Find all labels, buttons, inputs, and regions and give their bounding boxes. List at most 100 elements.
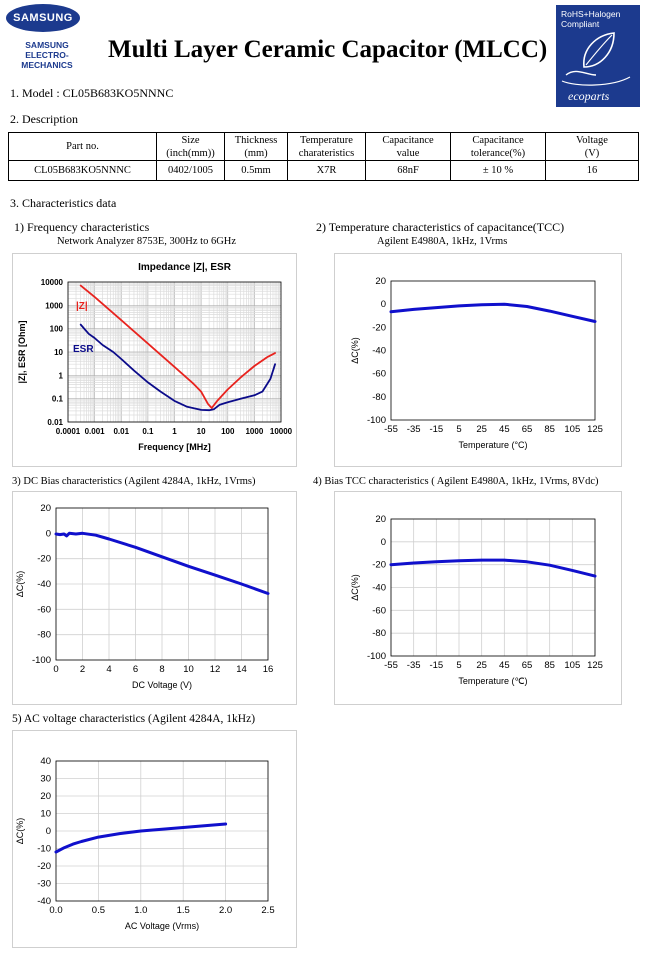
series-line-0: [54, 822, 228, 854]
x-tick-label: 105: [564, 660, 580, 671]
y-tick-label: 0: [381, 537, 386, 548]
description-table: Part no. Size (inch(mm)) Thickness (mm) Te…: [8, 132, 639, 181]
header-cell: Capacitance tolerance(%): [450, 132, 546, 161]
y-tick-label: -100: [367, 415, 386, 426]
x-tick-label: 16: [263, 664, 274, 675]
rohs-badge: RoHS+Halogen Compliant ecoparts: [556, 5, 640, 107]
plot-frame: [67, 281, 282, 423]
y-tick-label: -20: [37, 861, 51, 872]
ac-title: 5) AC voltage characteristics (Agilent 4…: [12, 713, 256, 725]
series-label: |Z|: [76, 301, 88, 312]
x-tick-label: 6: [133, 664, 138, 675]
x-axis-label: Temperature (℃): [458, 676, 527, 686]
y-axis-label: |Z|, ESR [Ohm]: [17, 320, 27, 383]
x-axis-label: AC Voltage (Vrms): [125, 921, 199, 931]
x-tick-label: 85: [544, 660, 555, 671]
impedance-chart: 0.0001 0.001 0.01 0.1 1 10 100 1000 10000 0.01 0.1…: [12, 253, 297, 467]
y-tick-label: -60: [372, 369, 386, 380]
y-tick-label: -80: [372, 628, 386, 639]
y-tick-label: 100: [50, 325, 64, 334]
dcbias-chart: 0 2 4 6 8 10 12 14 16 20 0 -20 -40 -60 -80 -100 DC Volta…: [12, 491, 297, 705]
chart-title: Impedance |Z|, ESR: [138, 262, 232, 273]
x-tick-label: 125: [587, 660, 603, 671]
y-tick-label: 10000: [41, 278, 64, 287]
freq-subtitle: Network Analyzer 8753E, 300Hz to 6GHz: [57, 236, 237, 247]
x-tick-label: 100: [221, 427, 235, 436]
y-tick-label: -60: [37, 604, 51, 615]
y-tick-label: 20: [40, 791, 51, 802]
y-tick-label: -40: [37, 579, 51, 590]
description-value-row: CL05B683KO5NNNC 0402/1005 0.5mm X7R 68nF…: [8, 160, 639, 181]
tcc-title: 2) Temperature characteristics of capaci…: [316, 220, 565, 234]
leaf-icon: [561, 32, 631, 86]
series-line-0: [389, 302, 597, 323]
value-cell: 0.5mm: [224, 160, 288, 181]
value-cell: CL05B683KO5NNNC: [8, 160, 157, 181]
characteristics-heading: 3. Characteristics data: [10, 196, 117, 210]
x-tick-label: 5: [456, 424, 461, 435]
rohs-text: RoHS+Halogen Compliant: [561, 9, 641, 29]
acv-chart: 0.0 0.5 1.0 1.5 2.0 2.5 40 30 20 10 0 -10 -20 -30 -40 A…: [12, 730, 297, 948]
x-tick-label: -55: [384, 660, 398, 671]
y-tick-label: 10: [40, 809, 51, 820]
x-tick-label: 0.0001: [56, 427, 81, 436]
series-line-z: [79, 284, 277, 409]
x-tick-label: 4: [106, 664, 111, 675]
y-tick-label: -40: [372, 583, 386, 594]
x-tick-label: 1000: [245, 427, 263, 436]
header-cell: Thickness (mm): [224, 132, 288, 161]
y-tick-label: -20: [372, 322, 386, 333]
y-tick-label: 40: [40, 756, 51, 767]
y-tick-label: 0: [46, 826, 51, 837]
x-tick-label: -35: [407, 660, 421, 671]
x-tick-label: -35: [407, 424, 421, 435]
x-tick-label: 0.0: [49, 905, 62, 916]
x-tick-label: 0: [53, 664, 58, 675]
plot-frame: [390, 280, 596, 421]
x-tick-label: 8: [159, 664, 164, 675]
y-tick-label: -20: [37, 554, 51, 565]
x-tick-label: 10: [197, 427, 206, 436]
dc-title: 3) DC Bias characteristics (Agilent 4284…: [12, 476, 256, 487]
x-tick-label: 10: [183, 664, 194, 675]
y-axis-label: ΔC(%): [15, 571, 25, 598]
header-cell: Size (inch(mm)): [156, 132, 225, 161]
plot-frame: [55, 760, 269, 902]
y-tick-label: -80: [372, 392, 386, 403]
y-axis-label: ΔC(%): [15, 818, 25, 845]
x-tick-label: 25: [476, 424, 487, 435]
series-line-0: [54, 531, 270, 595]
y-tick-label: -60: [372, 605, 386, 616]
y-tick-label: 0: [46, 528, 51, 539]
brand-sub-1: SAMSUNG: [25, 40, 69, 50]
y-tick-label: 30: [40, 774, 51, 785]
y-tick-label: -40: [372, 346, 386, 357]
x-tick-label: 105: [564, 424, 580, 435]
x-tick-label: 25: [476, 660, 487, 671]
x-tick-label: 85: [544, 424, 555, 435]
y-tick-label: -100: [32, 655, 51, 666]
x-tick-label: 65: [522, 660, 533, 671]
y-tick-label: 1: [59, 371, 64, 380]
samsung-logo-text: SAMSUNG: [13, 12, 73, 24]
y-tick-label: 1000: [45, 301, 63, 310]
y-tick-label: -80: [37, 630, 51, 641]
x-tick-label: 0.5: [92, 905, 105, 916]
x-tick-label: 10000: [270, 427, 293, 436]
model-line: 1. Model : CL05B683KO5NNNC: [10, 86, 174, 100]
x-axis-label: Frequency [MHz]: [138, 442, 211, 452]
x-tick-label: 0.001: [85, 427, 106, 436]
freq-title: 1) Frequency characteristics: [14, 220, 150, 234]
x-tick-label: 2.5: [261, 905, 274, 916]
x-tick-label: 0.1: [142, 427, 154, 436]
tcc-chart: -55 -35 -15 5 25 45 65 85 105 125 20 0 -20 -40 -60 -80 -…: [334, 253, 622, 467]
y-tick-label: -40: [37, 896, 51, 907]
value-cell: 0402/1005: [156, 160, 225, 181]
description-header-row: Part no. Size (inch(mm)) Thickness (mm) Te…: [8, 132, 639, 161]
y-tick-label: -10: [37, 844, 51, 855]
series-line-esr: [79, 323, 277, 412]
btcc-title: 4) Bias TCC characteristics ( Agilent E4…: [313, 476, 599, 487]
header-cell: Part no.: [8, 132, 157, 161]
value-cell: 68nF: [365, 160, 451, 181]
samsung-em-logo: SAMSUNG ELECTRO-MECHANICS: [2, 40, 92, 70]
